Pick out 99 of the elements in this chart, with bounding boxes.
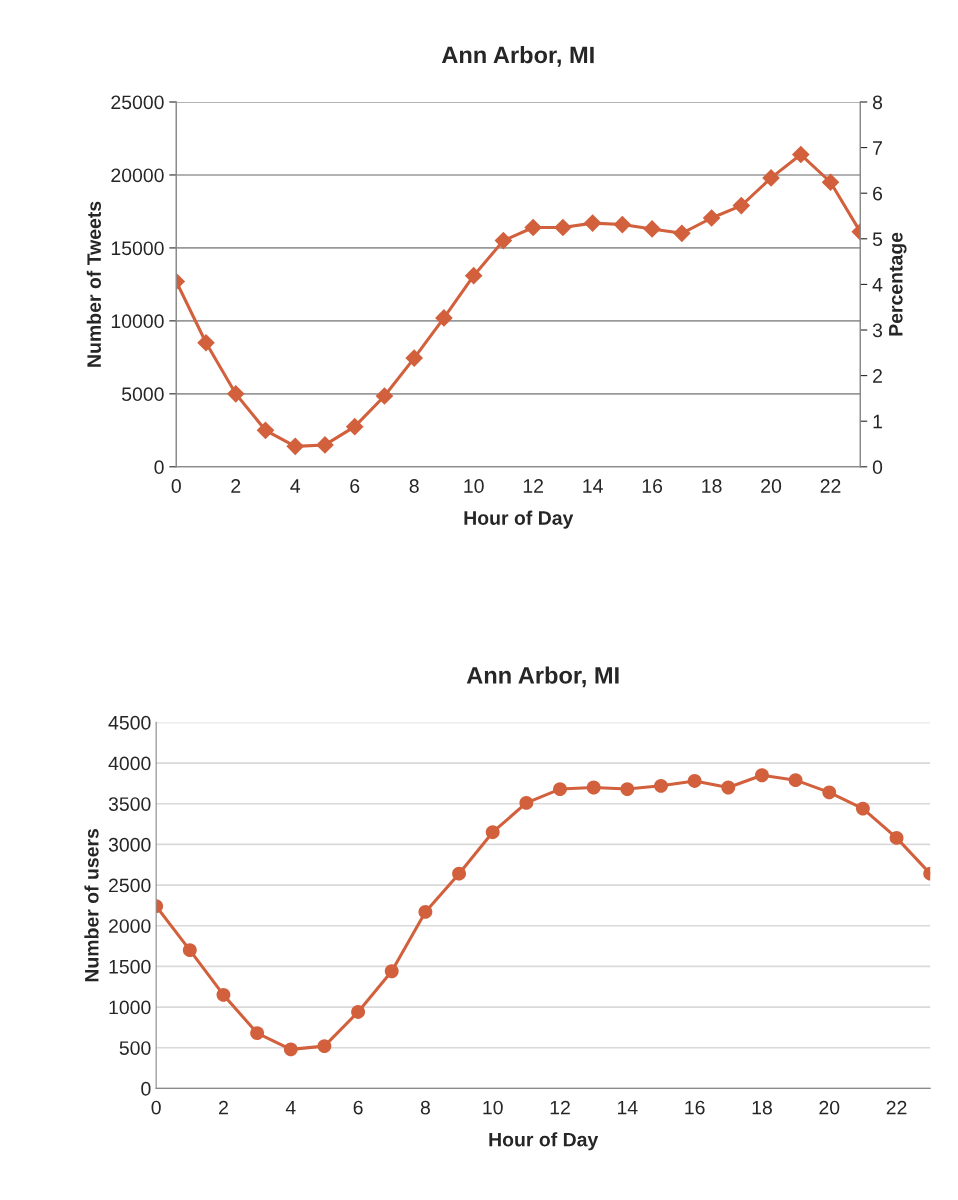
point — [687, 774, 702, 788]
x-tick-label: 8 — [409, 479, 419, 493]
y-tick-label: 20000 — [111, 168, 164, 183]
x-tick-label: 4 — [285, 1100, 296, 1115]
y2-tick-label: 3 — [872, 323, 883, 338]
point — [405, 349, 424, 367]
x-tick-label: 2 — [219, 1100, 228, 1115]
y-tick-label: 0 — [141, 1081, 151, 1096]
chart-title: Ann Arbor, MI — [441, 46, 594, 67]
point — [182, 943, 197, 958]
point — [553, 782, 567, 797]
point — [418, 904, 433, 919]
y2-tick-label: 7 — [873, 141, 882, 155]
point — [345, 417, 364, 436]
point — [791, 145, 810, 164]
y-tick-label: 5000 — [121, 387, 164, 402]
point — [524, 218, 542, 237]
point — [620, 782, 635, 797]
point — [384, 964, 399, 979]
point — [788, 773, 803, 788]
point — [762, 169, 780, 187]
x-tick-label: 14 — [617, 1100, 638, 1115]
x-tick-label: 22 — [820, 479, 841, 493]
y-tick-label: 4000 — [108, 756, 151, 771]
x-tick-label: 10 — [483, 1100, 503, 1115]
point — [702, 209, 721, 227]
point — [821, 173, 840, 192]
x-tick-label: 18 — [702, 479, 722, 493]
y2-tick-label: 2 — [873, 369, 882, 383]
point — [216, 987, 231, 1002]
point — [494, 231, 513, 250]
x-tick-label: 14 — [583, 479, 603, 493]
x-tick-label: 20 — [819, 1100, 840, 1115]
y-tick-label: 2000 — [109, 919, 151, 933]
point — [464, 266, 483, 285]
point — [256, 421, 275, 440]
y-axis-title: Number of Tweets — [86, 201, 101, 367]
y2-axis-title: Percentage — [889, 232, 907, 336]
x-tick-label: 12 — [523, 479, 543, 493]
x-tick-label: 20 — [761, 479, 782, 493]
y-tick-label: 2500 — [109, 878, 151, 893]
x-axis-title: Hour of Day — [464, 510, 574, 529]
y2-tick-label: 6 — [873, 186, 883, 201]
x-tick-label: 10 — [464, 479, 484, 493]
point — [583, 214, 602, 232]
point — [554, 218, 572, 237]
point — [435, 309, 453, 327]
y-tick-label: 3000 — [108, 837, 151, 852]
x-axis-title: Hour of Day — [489, 1132, 599, 1151]
x-tick-label: 6 — [353, 1100, 363, 1115]
point — [519, 795, 534, 810]
point — [755, 768, 769, 783]
y-tick-label: 1000 — [109, 1000, 151, 1015]
point — [586, 780, 601, 795]
y2-tick-label: 8 — [872, 95, 883, 110]
y2-tick-label: 1 — [873, 414, 882, 429]
x-tick-label: 16 — [685, 1100, 705, 1115]
point — [316, 436, 334, 454]
y2-tick-label: 0 — [872, 460, 883, 475]
y-axis-title: Number of users — [84, 828, 99, 982]
x-tick-label: 12 — [550, 1100, 570, 1115]
point — [452, 866, 466, 881]
y-tick-label: 500 — [119, 1041, 151, 1055]
point — [822, 785, 837, 800]
y-tick-label: 10000 — [111, 314, 164, 329]
point — [283, 1042, 298, 1057]
x-tick-label: 2 — [231, 479, 241, 493]
x-tick-label: 22 — [886, 1100, 907, 1115]
y-tick-label: 4500 — [108, 715, 151, 730]
x-tick-label: 18 — [752, 1100, 772, 1115]
point — [732, 196, 751, 215]
chart-title: Ann Arbor, MI — [466, 666, 619, 688]
x-tick-label: 4 — [290, 479, 301, 493]
point — [721, 780, 736, 795]
y2-tick-label: 5 — [872, 232, 883, 247]
x-tick-label: 0 — [171, 479, 181, 493]
point — [250, 1026, 265, 1041]
y2-tick-label: 4 — [872, 278, 883, 292]
x-tick-label: 6 — [350, 479, 360, 493]
point — [654, 778, 668, 793]
point — [197, 333, 215, 352]
x-tick-label: 8 — [420, 1100, 430, 1115]
y-tick-label: 25000 — [111, 95, 164, 110]
point — [375, 387, 394, 405]
point — [613, 215, 632, 234]
y-tick-label: 15000 — [111, 241, 164, 256]
point — [855, 801, 870, 816]
point — [643, 220, 661, 238]
point — [673, 224, 691, 243]
y-tick-label: 0 — [154, 460, 164, 475]
point — [889, 830, 904, 845]
y-tick-label: 3500 — [108, 797, 151, 811]
point — [226, 385, 245, 403]
y-tick-label: 1500 — [109, 959, 151, 974]
point — [317, 1039, 332, 1054]
x-tick-label: 16 — [642, 479, 663, 493]
point — [286, 437, 305, 456]
point — [485, 825, 500, 840]
point — [351, 1005, 366, 1019]
